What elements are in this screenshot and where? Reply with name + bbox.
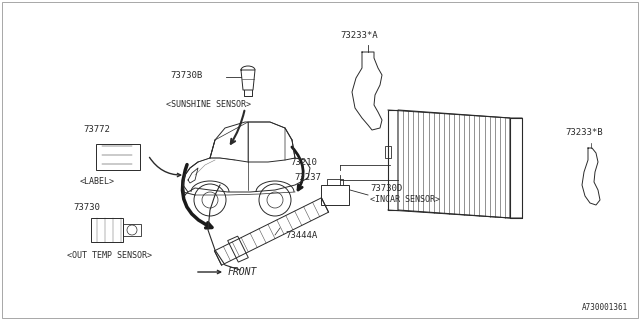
Text: 73233*A: 73233*A bbox=[340, 30, 378, 39]
Text: <OUT TEMP SENSOR>: <OUT TEMP SENSOR> bbox=[67, 252, 152, 260]
Text: 73772: 73772 bbox=[83, 124, 110, 133]
Bar bbox=[321, 185, 349, 205]
Bar bbox=[91, 218, 123, 242]
Polygon shape bbox=[398, 110, 510, 218]
FancyArrowPatch shape bbox=[292, 147, 303, 190]
Text: <LABEL>: <LABEL> bbox=[80, 177, 115, 186]
Text: 73237: 73237 bbox=[294, 172, 321, 181]
FancyArrowPatch shape bbox=[231, 111, 244, 144]
Bar bbox=[123, 224, 141, 236]
Bar bbox=[96, 144, 140, 170]
Text: 73210: 73210 bbox=[290, 157, 317, 166]
Text: 73730D: 73730D bbox=[370, 183, 403, 193]
FancyArrowPatch shape bbox=[150, 157, 180, 177]
Text: 73730B: 73730B bbox=[170, 70, 202, 79]
Bar bbox=[385, 146, 391, 158]
Text: FRONT: FRONT bbox=[228, 267, 257, 277]
Text: 73730: 73730 bbox=[73, 204, 100, 212]
Text: <INCAR SENSOR>: <INCAR SENSOR> bbox=[370, 196, 440, 204]
Text: 73233*B: 73233*B bbox=[565, 127, 603, 137]
Text: 73444A: 73444A bbox=[285, 230, 317, 239]
Text: A730001361: A730001361 bbox=[582, 303, 628, 312]
Text: <SUNSHINE SENSOR>: <SUNSHINE SENSOR> bbox=[166, 100, 251, 108]
FancyArrowPatch shape bbox=[182, 164, 212, 228]
